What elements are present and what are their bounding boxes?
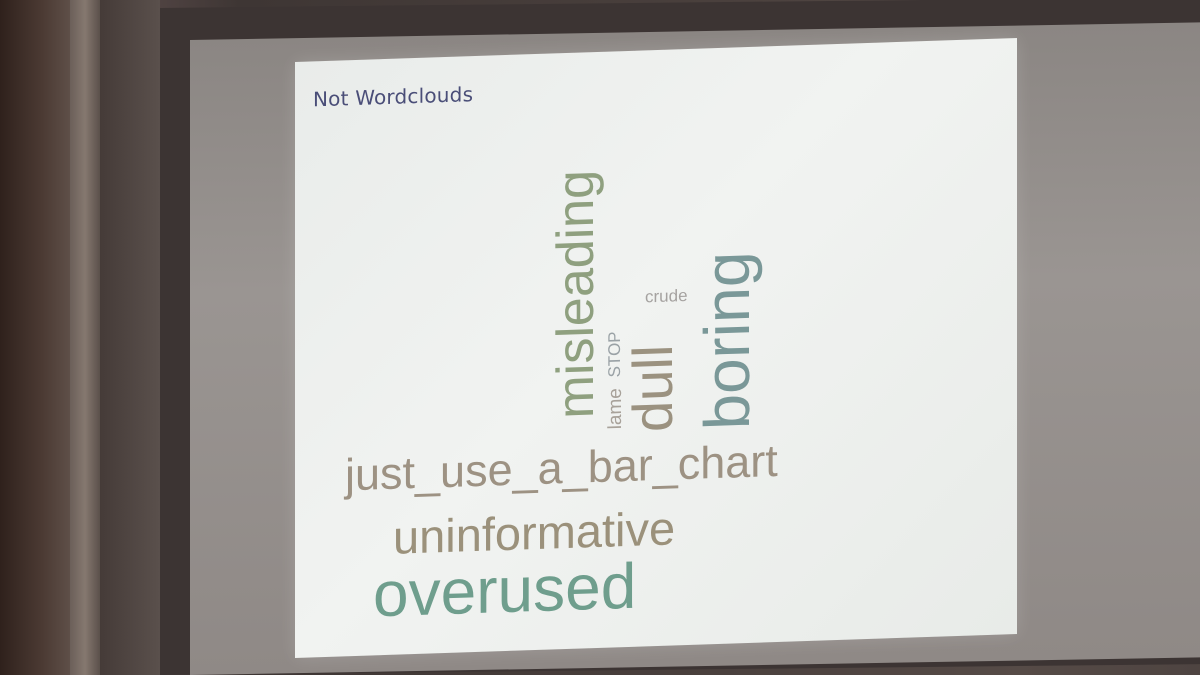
word-misleading: misleading xyxy=(547,169,605,420)
word-crude: crude xyxy=(645,285,688,307)
word-boring: boring xyxy=(691,250,763,431)
wall-panel xyxy=(100,0,160,675)
word-overused: overused xyxy=(373,549,637,631)
word-dull: dull xyxy=(621,343,684,434)
presentation-slide: Not Wordclouds misleading lame STOP dull… xyxy=(295,38,1017,659)
door-frame xyxy=(70,0,100,675)
word-just-use-a-bar-chart: just_use_a_bar_chart xyxy=(345,434,778,501)
wall xyxy=(0,0,70,675)
slide-title: Not Wordclouds xyxy=(313,82,474,112)
